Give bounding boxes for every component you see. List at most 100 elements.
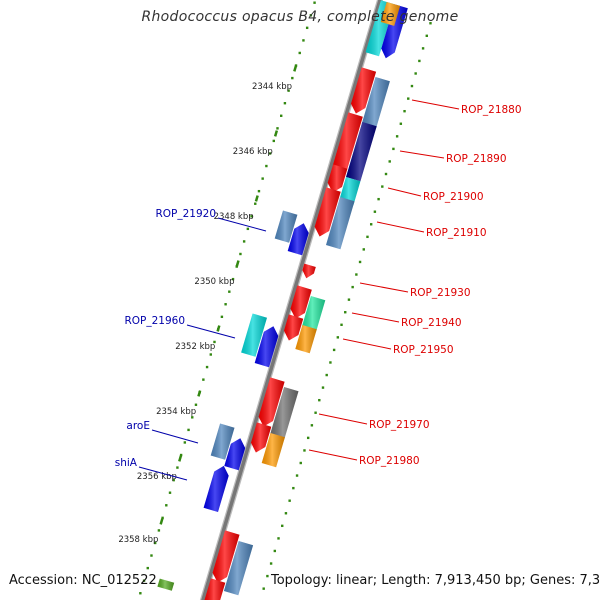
gene-red-21930 [302, 263, 316, 279]
gene-label-left: shiA [115, 457, 138, 469]
gene-olive-bottom [157, 578, 175, 591]
right-track-dot [284, 512, 288, 515]
right-track-dot [321, 386, 325, 389]
gene-blue-top [381, 4, 408, 59]
right-track-dot [418, 59, 421, 63]
gene-label-right: ROP_21910 [426, 227, 487, 239]
right-track-dot [273, 549, 277, 553]
left-track-dot [302, 39, 305, 42]
left-track-dot [261, 177, 264, 180]
right-track-dot [407, 97, 410, 100]
scale-tick-mark [159, 518, 164, 525]
scale-tick-label: 2352 kbp [175, 342, 215, 352]
scale-tick-mark [178, 455, 183, 462]
right-track-dot [314, 411, 317, 414]
left-track-dot [146, 566, 149, 570]
right-track-dot [303, 449, 306, 452]
right-track-dot [358, 260, 362, 264]
gene-red-21880 [351, 67, 377, 114]
left-track-dot [172, 478, 175, 482]
right-label-connector [351, 312, 400, 323]
left-track-dot [202, 378, 205, 381]
left-track-dot [194, 403, 198, 406]
accession-text: Accession: NC_012522 [9, 573, 157, 588]
left-track-dot [139, 592, 142, 595]
left-track-dot [272, 139, 275, 143]
right-track-dot [292, 486, 295, 490]
right-track-dot [410, 84, 414, 88]
page-title: Rhodococcus opacus B4, complete genome [141, 9, 459, 25]
left-track-dot [235, 265, 238, 268]
left-track-dot [298, 51, 301, 55]
right-track-dot [392, 147, 395, 151]
right-track-dot [399, 122, 403, 125]
right-track-dot [281, 524, 284, 528]
right-track-dot [355, 273, 358, 276]
left-track-dot [246, 227, 250, 231]
left-label-connector [138, 466, 188, 481]
left-track-dot [150, 554, 153, 557]
scale-tick-label: 2358 kbp [118, 535, 158, 545]
right-track-dot [429, 22, 432, 25]
gene-label-right: ROP_21880 [461, 104, 522, 116]
gene-label-right: ROP_21970 [369, 419, 430, 431]
right-track-dot [373, 210, 377, 213]
backbone-line [201, 0, 382, 600]
gene-red-21970 [258, 377, 285, 427]
gene-label-left: ROP_21960 [124, 315, 185, 327]
right-track-dot [325, 373, 328, 377]
scale-tick-mark [273, 130, 279, 137]
gene-red-21910 [314, 187, 341, 237]
right-track-dot [388, 160, 391, 163]
left-track-dot [191, 416, 194, 419]
right-track-dot [288, 499, 291, 502]
left-label-connector [186, 324, 236, 339]
left-track-dot [187, 428, 190, 432]
left-track-dot [313, 1, 316, 4]
right-track-dot [266, 574, 269, 578]
left-track-dot [250, 215, 253, 218]
left-track-dot [309, 14, 313, 17]
scale-tick-mark [197, 390, 202, 397]
right-track-dot [277, 537, 280, 540]
gene-blue-21960 [254, 326, 279, 368]
gene-steelblue-bottom [223, 541, 254, 596]
left-track-dot [268, 152, 272, 155]
gene-orange-21980 [261, 433, 285, 468]
gene-red-21940a [290, 285, 312, 319]
right-track-dot [421, 47, 425, 50]
gene-steelblue-21910 [326, 197, 355, 250]
right-label-connector [318, 413, 368, 425]
gene-steelblue-21880 [361, 77, 390, 129]
gene-label-right: ROP_21940 [401, 317, 462, 329]
gene-label-right: ROP_21900 [423, 191, 484, 203]
right-label-connector [411, 99, 460, 110]
left-track-dot [209, 353, 212, 356]
gene-steelblue-21920 [274, 210, 298, 243]
left-track-dot [283, 102, 287, 105]
left-track-dot [231, 277, 235, 281]
right-label-connector [399, 150, 445, 159]
left-track-dot [157, 529, 161, 532]
gene-label-right: ROP_21980 [359, 455, 420, 467]
left-track-dot [291, 76, 294, 80]
left-track-dot [305, 26, 309, 30]
scale-tick-mark [235, 260, 240, 267]
right-track-dot [340, 323, 343, 326]
left-track-dot [142, 579, 146, 582]
right-track-dot [269, 562, 273, 565]
left-track-dot [168, 491, 172, 494]
right-label-connector [387, 187, 422, 197]
left-track-dot [294, 64, 298, 67]
left-track-dot [165, 504, 168, 507]
left-track-dot [257, 189, 261, 193]
gene-green-21940 [301, 296, 326, 332]
right-label-connector [376, 221, 425, 233]
right-track-dot [384, 172, 388, 176]
right-track-dot [310, 424, 314, 427]
left-track-dot [280, 114, 283, 117]
right-track-dot [362, 248, 365, 251]
scale-tick-label: 2346 kbp [233, 147, 273, 157]
right-track-dot [366, 235, 369, 239]
right-track-dot [381, 185, 384, 188]
